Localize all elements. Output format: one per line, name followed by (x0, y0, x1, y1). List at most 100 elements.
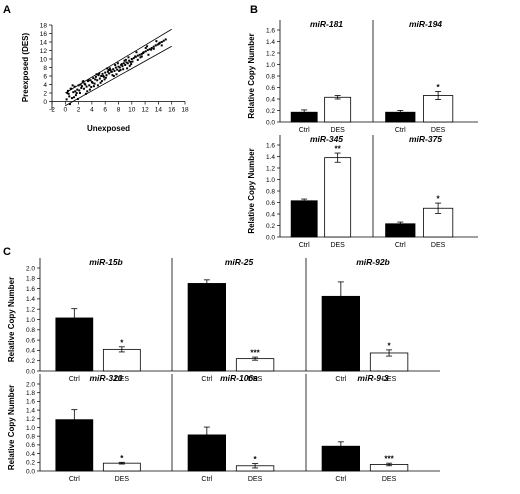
y-axis-label: Preexposed (DES) (21, 32, 30, 102)
scatter-point (160, 41, 163, 43)
x-tick-label: 4 (90, 107, 94, 114)
bar-panel: miR-9-3 Ctrl *** DES (305, 373, 440, 483)
scatter-point (108, 72, 111, 75)
scatter-point (123, 59, 126, 62)
scatter-point (84, 92, 87, 95)
scatter-point (75, 92, 78, 94)
scatter-point (105, 74, 108, 77)
panel-letter-a: A (3, 4, 11, 16)
scatter-point (90, 86, 93, 89)
scatter-point (102, 75, 105, 77)
scatter-point (111, 74, 114, 77)
bar-ctrl (187, 283, 227, 372)
scatter-point (96, 84, 99, 87)
y-tick-label: 16 (40, 31, 48, 38)
scatter-point (85, 85, 88, 88)
scatter-point (67, 92, 70, 95)
scatter-point (68, 103, 71, 106)
scatter-point (132, 57, 135, 60)
y-tick-label: 0.2 (26, 358, 35, 365)
scatter-point (130, 58, 133, 60)
scatter-point (98, 77, 101, 80)
x-tick-label: -2 (49, 107, 55, 114)
scatter-point (82, 80, 85, 83)
y-tick-label: 18 (40, 22, 48, 29)
scatter-point (99, 81, 102, 84)
scatter-point (88, 88, 91, 91)
scatter-point (115, 73, 118, 76)
scatter-point (86, 90, 89, 93)
x-tick-label: 16 (168, 107, 176, 114)
scatter-point (140, 55, 143, 58)
scatter-point (80, 86, 83, 89)
scatter-point (128, 64, 131, 67)
y-tick-label: 1.6 (26, 286, 35, 293)
scatter-point (114, 66, 117, 69)
x-axis-label: Unexposed (87, 124, 130, 133)
y-tick-label: 0.0 (26, 468, 35, 475)
y-axis-label: Relative Copy Number (7, 277, 16, 362)
scatter-point (144, 46, 147, 49)
x-tick-label: 8 (117, 107, 121, 114)
x-category-label: Ctrl (69, 376, 80, 383)
y-tick-label: 0.4 (26, 451, 35, 458)
y-tick-label: 12 (40, 48, 48, 55)
scatter-point (144, 50, 147, 53)
scatter-point (70, 97, 73, 100)
scatter-point (138, 53, 141, 56)
scatter-point (150, 46, 153, 49)
y-tick-label: 1.0 (26, 425, 35, 432)
scatter-point (73, 85, 76, 88)
scatter-point (94, 78, 97, 81)
bar-ctrl (290, 200, 318, 238)
scatter-point (74, 90, 77, 93)
y-tick-label: 6 (43, 73, 47, 80)
x-category-label: Ctrl (201, 376, 212, 383)
y-tick-label: 8 (43, 65, 47, 72)
x-category-label: DES (382, 476, 397, 483)
y-tick-label: 0.2 (266, 108, 275, 115)
y-tick-label: 0.4 (266, 96, 275, 103)
scatter-point (120, 63, 123, 66)
scatter-point (72, 91, 75, 94)
panel-title: miR-194 (409, 19, 442, 29)
scatter-point (150, 48, 153, 51)
y-tick-label: 0.0 (266, 119, 275, 126)
significance-marker: * (388, 341, 392, 350)
scatter-point (89, 79, 92, 82)
scatter-point (106, 70, 109, 73)
bar-des (102, 348, 141, 372)
bar-panel: miR-106a Ctrl * DES (171, 373, 306, 483)
y-tick-label: 1.2 (266, 165, 275, 172)
scatter-point (78, 89, 81, 92)
reference-line (65, 28, 172, 94)
significance-marker: * (120, 338, 124, 347)
scatter-point (92, 77, 95, 80)
scatter-point (96, 79, 99, 82)
y-tick-label: 1.2 (26, 416, 35, 423)
scatter-point (70, 87, 73, 90)
scatter-point (134, 55, 137, 58)
panel-title: miR-181 (310, 19, 343, 29)
x-tick-label: 0 (63, 107, 67, 114)
scatter-point (100, 75, 103, 77)
panel-letter-b: B (250, 4, 258, 16)
scatter-point (158, 42, 161, 45)
scatter-point (103, 78, 106, 81)
bar-panel: 0.0 0.2 0.4 0.6 0.8 1.0 1.2 1.4 1.6 1.8 2.0 Relativ… (7, 257, 172, 383)
significance-marker: ** (335, 145, 342, 154)
y-tick-label: 0.8 (266, 188, 275, 195)
scatter-point (68, 95, 71, 98)
y-tick-label: 2.0 (26, 265, 35, 272)
x-tick-label: 6 (103, 107, 107, 114)
scatter-point (66, 92, 69, 94)
scatter-point (113, 69, 116, 72)
scatter-point (97, 74, 100, 77)
scatter-point (124, 58, 127, 61)
x-category-label: DES (330, 242, 345, 249)
scatter-point (92, 85, 95, 88)
y-axis-label: Relative Copy Number (247, 33, 256, 118)
y-tick-label: 0 (43, 99, 47, 106)
